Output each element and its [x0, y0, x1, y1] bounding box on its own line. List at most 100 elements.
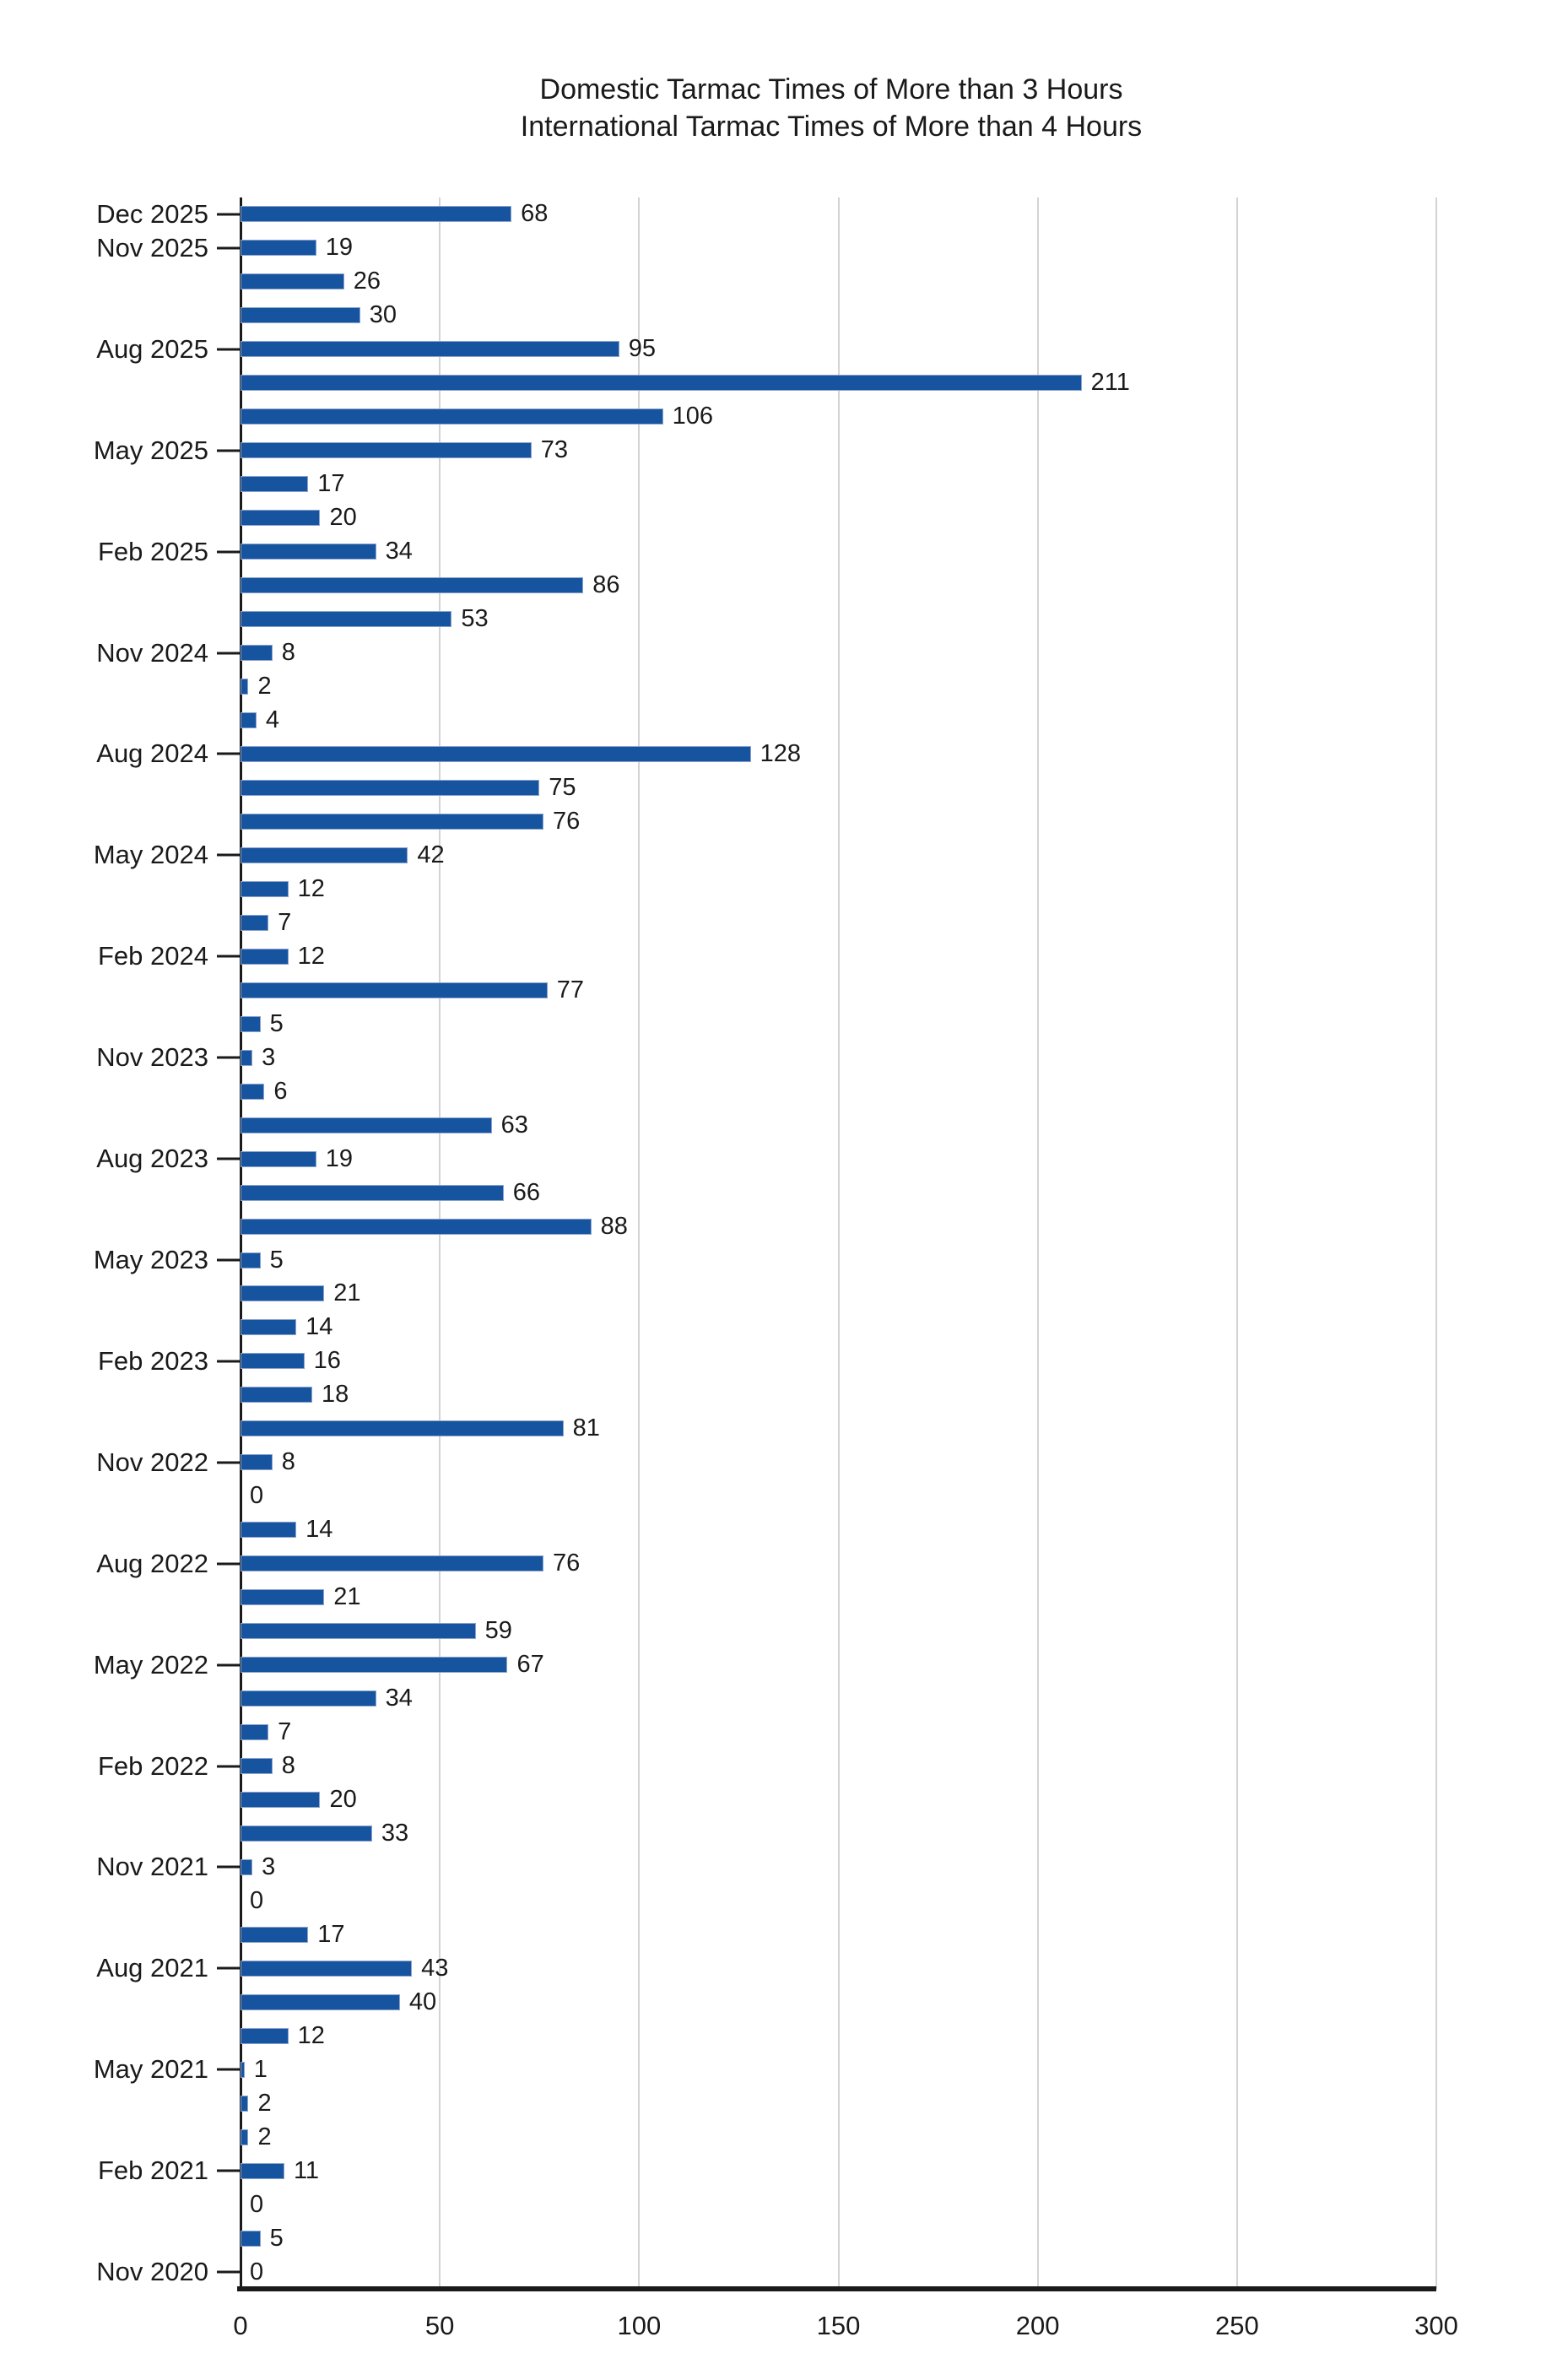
bar-row-jan-2024: 77: [241, 973, 1436, 1007]
bar-value-label: 2: [257, 2123, 272, 2150]
bar: [241, 307, 360, 324]
bar: [241, 544, 376, 560]
chart-title-line-2: International Tarmac Times of More than …: [520, 111, 1143, 143]
bar-row-dec-2022: 81: [241, 1412, 1436, 1446]
y-tick-mark: [217, 752, 241, 755]
bar-row-jun-2021: 12: [241, 2019, 1436, 2053]
bar-row-aug-2021: Aug 2021 43: [96, 1951, 1436, 1985]
bar-value-label: 20: [329, 1786, 357, 1814]
y-axis-label: Nov 2025: [96, 232, 208, 262]
bar-value-label: 6: [273, 1077, 288, 1105]
bar: [241, 1454, 273, 1471]
bar-value-label: 0: [250, 2190, 264, 2218]
bar: [241, 914, 269, 931]
bar-row-nov-2020: Nov 2020 0: [96, 2255, 1436, 2289]
bar: [241, 1792, 321, 1809]
bar-row-sep-2025: 30: [241, 299, 1436, 333]
bar: [241, 341, 619, 358]
y-tick-mark: [217, 348, 241, 351]
bar-value-label: 21: [333, 1583, 361, 1611]
bar-value-label: 8: [281, 1752, 295, 1780]
bar-row-dec-2024: 53: [241, 603, 1436, 636]
y-axis-label: Nov 2023: [96, 1042, 208, 1073]
bar-value-label: 8: [281, 639, 295, 667]
bar: [241, 1926, 309, 1943]
bar-row-jul-2025: 211: [241, 366, 1436, 400]
y-tick-mark: [217, 1157, 241, 1160]
y-tick-mark: [217, 1865, 241, 1869]
bar-value-label: 0: [250, 1886, 264, 1914]
gridline-x-200: [1036, 197, 1039, 2289]
y-tick-mark: [217, 246, 241, 250]
bar-row-aug-2023: Aug 2023 19: [96, 1142, 1436, 1176]
bar: [241, 1522, 297, 1539]
bar-row-oct-2024: 2: [241, 670, 1436, 704]
bar: [241, 2095, 249, 2112]
y-tick-mark: [217, 853, 241, 857]
bar-row-jul-2022: 21: [241, 1581, 1436, 1615]
bar-value-label: 67: [516, 1651, 544, 1679]
bar-value-label: 34: [385, 1685, 413, 1712]
bar-row-apr-2023: 21: [241, 1277, 1436, 1311]
bar-value-label: 77: [556, 976, 584, 1003]
bar: [241, 375, 1082, 392]
x-tick-label-200: 200: [1015, 2311, 1060, 2340]
bar-row-feb-2025: Feb 2025 34: [98, 535, 1436, 569]
bar-value-label: 26: [353, 268, 381, 295]
x-tick-label-50: 50: [424, 2311, 455, 2340]
bar: [241, 982, 548, 998]
bar-row-aug-2025: Aug 2025 95: [96, 333, 1436, 366]
bar: [241, 712, 257, 729]
bar-value-label: 68: [521, 200, 549, 228]
bar: [241, 408, 663, 425]
y-axis-label: Aug 2024: [96, 738, 208, 769]
bar-row-apr-2024: 12: [241, 872, 1436, 906]
bar: [241, 1083, 265, 1100]
bar-value-label: 19: [325, 234, 353, 262]
bar-row-feb-2021: Feb 2021 11: [98, 2154, 1436, 2188]
bar-value-label: 63: [500, 1111, 528, 1139]
bar-value-label: 21: [333, 1279, 361, 1307]
bar-row-feb-2022: Feb 2022 8: [98, 1750, 1436, 1783]
bar: [241, 2162, 284, 2179]
bar: [241, 813, 543, 830]
y-tick-mark: [217, 955, 241, 958]
bar-value-label: 5: [269, 1246, 284, 1274]
bar: [241, 1993, 400, 2010]
bar-row-aug-2022: Aug 2022 76: [96, 1547, 1436, 1581]
y-tick-mark: [217, 449, 241, 452]
bar-row-nov-2025: Nov 2025 19: [96, 231, 1436, 265]
bar-value-label: 16: [313, 1347, 341, 1375]
bar-row-mar-2022: 7: [241, 1716, 1436, 1750]
y-axis-label: May 2022: [93, 1649, 208, 1680]
bar: [241, 745, 751, 762]
bar-row-may-2022: May 2022 67: [94, 1648, 1436, 1682]
bar-value-label: 211: [1090, 369, 1130, 397]
bar-row-feb-2023: Feb 2023 16: [98, 1344, 1436, 1378]
bar: [241, 779, 540, 796]
bar-value-label: 40: [408, 1988, 437, 2015]
bar-value-label: 128: [760, 739, 801, 767]
bar: [241, 2027, 289, 2044]
y-tick-mark: [217, 1360, 241, 1363]
y-axis-label: Feb 2024: [98, 941, 208, 971]
gridline-x-50: [439, 197, 441, 2289]
bar: [241, 1015, 261, 1032]
y-tick-mark: [217, 2068, 241, 2071]
bar-value-label: 4: [265, 706, 280, 734]
bar-row-mar-2023: 14: [241, 1311, 1436, 1344]
bar-value-label: 7: [278, 908, 292, 936]
bar: [241, 1420, 564, 1437]
bar-value-label: 12: [297, 2021, 325, 2049]
bar-row-may-2023: May 2023 5: [94, 1243, 1436, 1277]
bar-row-oct-2025: 26: [241, 265, 1436, 299]
bar-row-nov-2022: Nov 2022 8: [96, 1446, 1436, 1479]
bar: [241, 240, 316, 257]
bar: [241, 1758, 273, 1775]
bar-row-mar-2024: 7: [241, 906, 1436, 939]
bar-row-may-2024: May 2024 42: [94, 838, 1436, 872]
bar: [241, 2128, 249, 2145]
y-axis-label: Nov 2024: [96, 637, 208, 668]
bar-value-label: 17: [317, 1920, 345, 1948]
